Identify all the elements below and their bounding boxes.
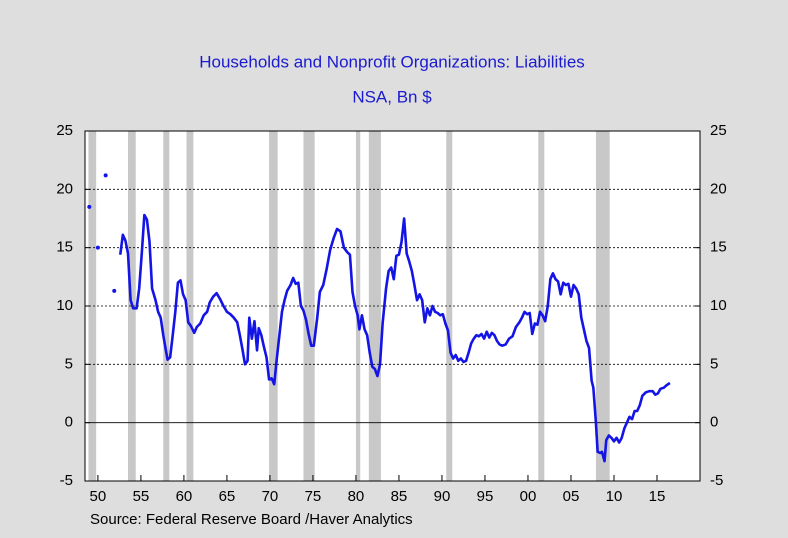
y-tick-label: 25 xyxy=(56,122,73,139)
y2-tick-label: 25 xyxy=(710,122,727,139)
y2-tick-label: -5 xyxy=(710,472,723,489)
x-tick-label: 60 xyxy=(176,488,193,505)
x-tick-label: 55 xyxy=(133,488,150,505)
y2-tick-label: 5 xyxy=(710,355,718,372)
y-tick-label: 0 xyxy=(65,414,73,431)
source-note: Source: Federal Reserve Board /Haver Ana… xyxy=(90,511,413,528)
y-tick-label: 5 xyxy=(65,355,73,372)
x-tick-label: 75 xyxy=(305,488,322,505)
data-point xyxy=(95,245,100,250)
shaded-period xyxy=(88,131,97,481)
x-tick-label: 10 xyxy=(606,488,623,505)
x-tick-label: 70 xyxy=(262,488,279,505)
x-tick-label: 65 xyxy=(219,488,236,505)
x-tick-label: 85 xyxy=(391,488,408,505)
data-point xyxy=(103,173,108,178)
plot-frame xyxy=(84,130,701,482)
x-tick-label: 80 xyxy=(348,488,365,505)
x-tick-label: 05 xyxy=(563,488,580,505)
chart-subtitle: NSA, Bn $ xyxy=(352,87,432,106)
data-line xyxy=(118,213,671,463)
y2-tick-label: 0 xyxy=(710,414,718,431)
x-tick-label: 00 xyxy=(520,488,537,505)
y-tick-label: 20 xyxy=(56,180,73,197)
y-tick-label: 15 xyxy=(56,239,73,256)
x-tick-label: 15 xyxy=(649,488,666,505)
y2-tick-label: 15 xyxy=(710,239,727,256)
x-tick-label: 95 xyxy=(477,488,494,505)
y-tick-label: -5 xyxy=(60,472,73,489)
x-tick-label: 50 xyxy=(90,488,107,505)
data-point xyxy=(112,288,117,293)
x-tick-label: 90 xyxy=(434,488,451,505)
y2-tick-label: 20 xyxy=(710,180,727,197)
chart-title: Households and Nonprofit Organizations: … xyxy=(199,52,585,71)
y-tick-label: 10 xyxy=(56,297,73,314)
y2-tick-label: 10 xyxy=(710,297,727,314)
data-point xyxy=(87,204,92,209)
